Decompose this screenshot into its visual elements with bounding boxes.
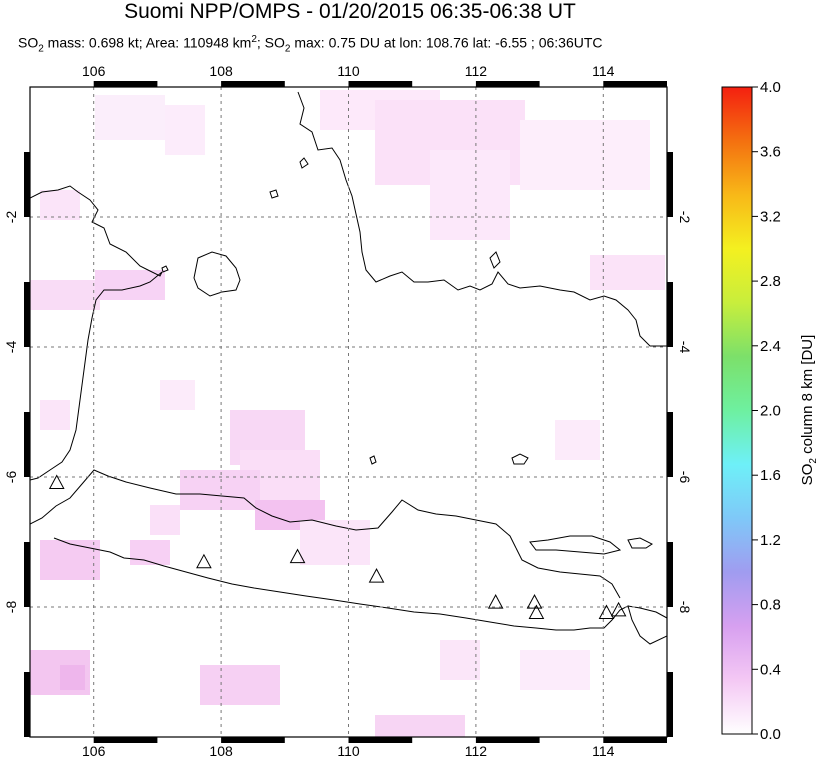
volcano-marker [598,604,615,619]
cb-tick-label: 1.6 [760,467,781,484]
cb-label-sub: 2 [808,458,819,464]
sumatra-coast [30,185,163,481]
subtitle-end: max: 0.75 DU at lon: 108.76 lat: -6.55 ;… [290,34,603,51]
belitung-2 [269,189,279,199]
lon-tick-top: 106 [82,63,106,79]
volcano-marker [48,474,65,489]
colorbar [721,86,753,735]
colorbar-title: SO2 column 8 km [DU] [799,335,819,486]
axis-bar-right [667,282,673,347]
svg-text:SO2 column 8 km [DU]: SO2 column 8 km [DU] [799,335,819,486]
axis-bar-bottom [221,737,285,743]
lon-tick-bottom: 106 [82,743,106,759]
colorbar-ticks: 4.0 3.6 3.2 2.8 2.4 2.0 1.6 1.2 0.8 0.4 0.0 [752,79,781,743]
borneo-coast [297,91,667,347]
volcano-marker [526,594,543,609]
axis-bar-top [348,81,413,87]
subtitle-sub: 2 [38,43,44,55]
cb-tick-label: 2.8 [760,273,781,290]
subtitle-sub2: 2 [284,43,291,55]
subtitle-mass: mass: 0.698 kt; Area: 110948 km [43,34,252,51]
small-island-1 [299,157,309,169]
bangka-island [193,251,241,297]
lon-tick-bottom: 108 [209,743,233,759]
cb-tick-label: 1.2 [760,532,781,549]
java-north-coast [30,469,517,549]
lat-tick-left: -4 [3,341,19,354]
map-tick-labels: 106 106 108 108 110 110 112 112 114 114 -2 -4 -6 -8 -2… [3,63,693,759]
axis-bar-right [667,152,673,217]
cb-tick-label: 0.4 [760,661,781,678]
axis-bar-left [24,542,30,607]
small-island-3 [369,455,377,465]
axis-bar-bottom [93,737,158,743]
map-subtitle: SO2 mass: 0.698 kt; Area: 110948 km2; SO… [18,34,603,54]
cb-tick-label: 2.0 [760,403,781,420]
east-java-north [515,547,621,599]
lat-tick-right: -6 [677,471,693,484]
lat-tick-right: -2 [677,211,693,224]
subtitle-sup: 2 [251,34,257,45]
axis-bar-bottom [348,737,413,743]
subtitle-rest: ; SO [256,34,285,51]
karimunjawa [511,453,529,465]
small-island-2 [489,251,501,269]
cb-tick-label: 0.0 [760,726,781,743]
map-gridlines [30,87,667,737]
axis-bar-right [667,542,673,607]
axis-bar-bottom [603,737,667,743]
cb-tick-label: 4.0 [760,79,781,96]
volcano-marker [487,594,504,609]
lon-tick-bottom: 114 [592,743,615,759]
axis-bar-bottom [475,737,540,743]
lat-tick-right: -8 [677,601,693,614]
axis-bar-top [475,81,540,87]
cb-label-rest: column 8 km [DU] [799,335,816,458]
volcano-marker [196,553,212,569]
volcano-marker [610,601,627,617]
lon-tick-top: 112 [465,63,488,79]
axis-bar-left [24,672,30,737]
cb-label-main: SO [799,464,816,486]
lat-tick-right: -4 [677,341,693,354]
coastlines [30,91,667,645]
volcano-marker [368,568,385,583]
lon-tick-top: 108 [209,63,233,79]
lon-tick-bottom: 112 [465,743,488,759]
java-south-coast [53,537,667,645]
belitung-1 [161,265,169,273]
cb-tick-label: 2.4 [760,338,781,355]
axis-bar-right [667,412,673,477]
volcano-marker [528,604,545,619]
axis-bar-right [667,672,673,737]
cb-tick-label: 3.6 [760,144,781,161]
lat-tick-left: -6 [3,471,19,484]
bali-coast [627,605,667,619]
lon-tick-bottom: 110 [337,743,360,759]
axis-bar-top [603,81,667,87]
volcano-markers [48,474,627,619]
kangean [627,537,653,549]
lon-tick-top: 114 [592,63,615,79]
axis-bar-left [24,412,30,477]
madura-island [529,535,622,555]
lat-tick-left: -8 [3,601,19,614]
cb-tick-label: 0.8 [760,597,781,614]
so2-pixels [30,90,665,737]
subtitle-so: SO [18,34,39,51]
axis-bar-top [93,81,158,87]
lat-tick-left: -2 [3,211,19,224]
axis-bar-top [221,81,285,87]
volcano-marker [289,548,306,564]
map-title: Suomi NPP/OMPS - 01/20/2015 06:35-06:38 … [124,0,576,23]
lon-tick-top: 110 [337,63,360,79]
axis-bar-left [24,282,30,347]
cb-tick-label: 3.2 [760,208,781,225]
axis-bar-left [24,152,30,217]
map-axis-bars [24,81,673,743]
